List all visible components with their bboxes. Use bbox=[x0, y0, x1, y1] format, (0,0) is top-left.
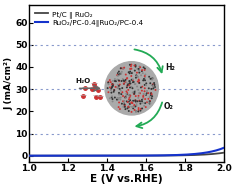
X-axis label: E (V vs.RHE): E (V vs.RHE) bbox=[90, 174, 163, 184]
Y-axis label: J (mA/cm²): J (mA/cm²) bbox=[5, 57, 14, 110]
Legend: Pt/C ∥ RuO₂, RuO₂/PC-0.4∥RuO₂/PC-0.4: Pt/C ∥ RuO₂, RuO₂/PC-0.4∥RuO₂/PC-0.4 bbox=[35, 10, 144, 27]
